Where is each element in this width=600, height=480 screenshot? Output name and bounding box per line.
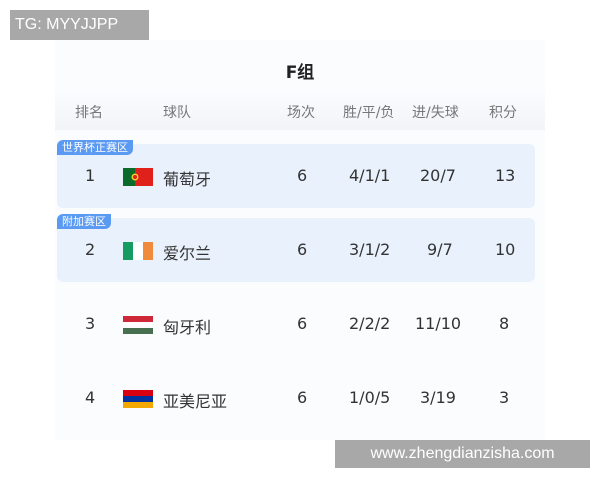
table-row: 4 亚美尼亚 6 1/0/5 3/19 3: [57, 366, 535, 430]
played: 6: [297, 388, 308, 407]
table-row: 3 匈牙利 6 2/2/2 11/10 8: [57, 292, 535, 356]
rank: 4: [85, 388, 96, 407]
rank: 1: [85, 166, 96, 185]
played: 6: [297, 240, 308, 259]
watermark-bottom: www.zhengdianzisha.com: [335, 440, 590, 468]
points: 10: [495, 240, 516, 259]
header-rank: 排名: [75, 105, 103, 121]
team-name: 亚美尼亚: [163, 392, 228, 411]
wdl: 3/1/2: [349, 240, 391, 259]
goals: 3/19: [420, 388, 456, 407]
header-points: 积分: [489, 105, 517, 121]
team-name: 匈牙利: [163, 318, 212, 337]
portugal-flag-icon: [123, 168, 153, 186]
rank: 2: [85, 240, 96, 259]
watermark-top: TG: MYYJJPP: [10, 10, 149, 40]
group-title: F组: [285, 63, 315, 83]
table-header: 排名 球队 场次 胜/平/负 进/失球 积分: [55, 90, 545, 130]
points: 8: [499, 314, 510, 333]
wdl: 2/2/2: [349, 314, 391, 333]
wdl: 4/1/1: [349, 166, 391, 185]
goals: 20/7: [420, 166, 456, 185]
header-goals: 进/失球: [412, 105, 459, 121]
table-row: 世界杯正赛区 1 葡萄牙 6 4/1/1 20/7 13: [57, 140, 535, 208]
standings-card: F组 排名 球队 场次 胜/平/负 进/失球 积分 世界杯正赛区 1 葡萄牙 6…: [55, 40, 545, 440]
hungary-flag-icon: [123, 316, 153, 334]
status-badge: 世界杯正赛区: [57, 140, 133, 155]
header-wdl: 胜/平/负: [343, 105, 395, 121]
table-row: 附加赛区 2 爱尔兰 6 3/1/2 9/7 10: [57, 214, 535, 282]
team-name: 爱尔兰: [163, 244, 212, 263]
played: 6: [297, 166, 308, 185]
wdl: 1/0/5: [349, 388, 391, 407]
header-played: 场次: [287, 105, 315, 121]
status-badge: 附加赛区: [57, 214, 111, 229]
points: 3: [499, 388, 510, 407]
header-team: 球队: [163, 105, 191, 121]
rank: 3: [85, 314, 96, 333]
goals: 11/10: [415, 314, 462, 333]
points: 13: [495, 166, 516, 185]
ireland-flag-icon: [123, 242, 153, 260]
goals: 9/7: [427, 240, 453, 259]
armenia-flag-icon: [123, 390, 153, 408]
team-name: 葡萄牙: [163, 170, 212, 189]
played: 6: [297, 314, 308, 333]
